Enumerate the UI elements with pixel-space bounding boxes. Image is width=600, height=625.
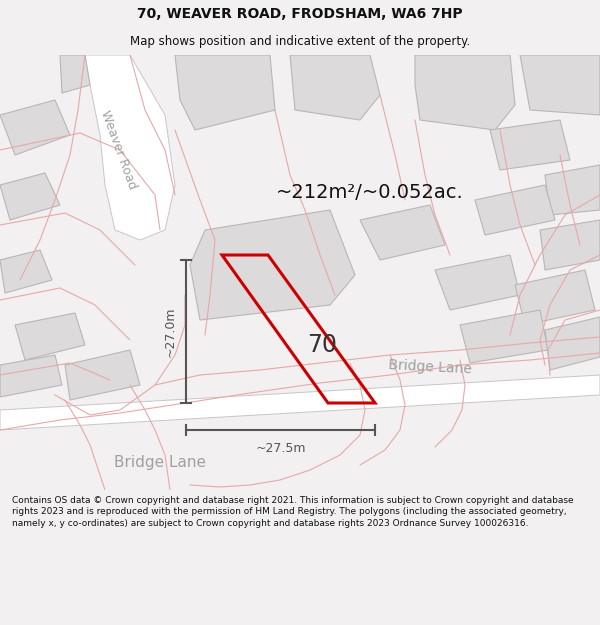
Text: Weaver Road: Weaver Road — [98, 109, 139, 191]
Polygon shape — [520, 55, 600, 115]
Polygon shape — [0, 100, 70, 155]
Text: ~212m²/~0.052ac.: ~212m²/~0.052ac. — [276, 184, 464, 203]
Polygon shape — [0, 250, 52, 293]
Text: 70, WEAVER ROAD, FRODSHAM, WA6 7HP: 70, WEAVER ROAD, FRODSHAM, WA6 7HP — [137, 7, 463, 21]
Text: Bridge Lane: Bridge Lane — [114, 456, 206, 471]
Text: Bridge Lane: Bridge Lane — [388, 358, 472, 376]
Polygon shape — [65, 350, 140, 400]
Polygon shape — [545, 165, 600, 215]
Polygon shape — [85, 55, 175, 240]
Polygon shape — [460, 310, 548, 363]
Text: Contains OS data © Crown copyright and database right 2021. This information is : Contains OS data © Crown copyright and d… — [12, 496, 574, 528]
Polygon shape — [475, 185, 555, 235]
Polygon shape — [540, 220, 600, 270]
Polygon shape — [15, 313, 85, 360]
Polygon shape — [190, 210, 355, 320]
Polygon shape — [0, 355, 62, 397]
Polygon shape — [60, 55, 90, 93]
Text: ~27.0m: ~27.0m — [163, 306, 176, 357]
Polygon shape — [490, 120, 570, 170]
Polygon shape — [175, 55, 275, 130]
Text: 70: 70 — [307, 333, 337, 357]
Polygon shape — [0, 173, 60, 220]
Polygon shape — [290, 55, 380, 120]
Polygon shape — [0, 375, 600, 430]
Polygon shape — [360, 205, 445, 260]
Polygon shape — [515, 270, 595, 325]
Text: Map shows position and indicative extent of the property.: Map shows position and indicative extent… — [130, 35, 470, 48]
Polygon shape — [545, 317, 600, 370]
Text: ~27.5m: ~27.5m — [255, 441, 306, 454]
Polygon shape — [415, 55, 515, 130]
Polygon shape — [435, 255, 520, 310]
